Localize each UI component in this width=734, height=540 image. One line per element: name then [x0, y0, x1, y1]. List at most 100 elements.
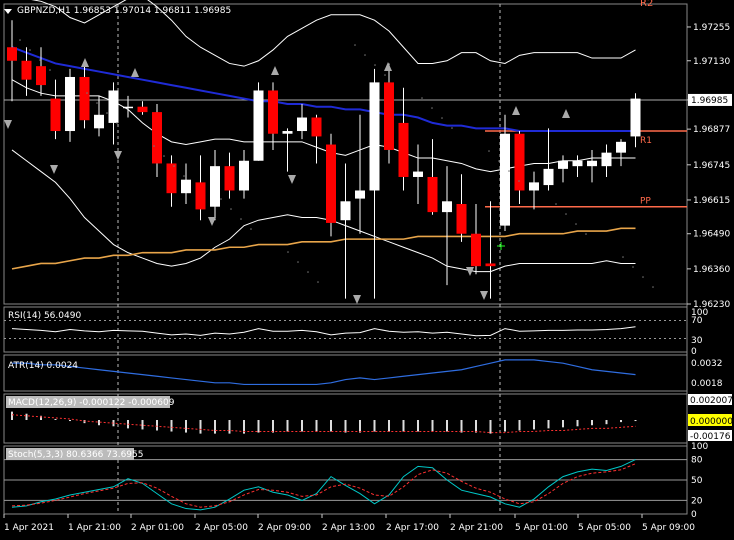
sar-dot — [585, 233, 587, 235]
rsi-line — [11, 326, 636, 337]
candle-body — [21, 60, 32, 80]
macd-histogram-bar — [170, 420, 173, 432]
time-tick-label: 2 Apr 13:00 — [322, 523, 375, 533]
sar-dot — [49, 69, 51, 71]
sar-dot — [354, 44, 356, 46]
macd-histogram-bar — [591, 420, 593, 426]
atr-axis-label: 0.0032 — [691, 359, 723, 369]
macd-histogram-bar — [475, 420, 477, 433]
current-price-tag — [688, 93, 732, 106]
fractal-down-arrow-icon — [208, 217, 216, 226]
sar-dot — [451, 127, 453, 129]
sar-dot — [153, 145, 155, 147]
macd-histogram-bar — [25, 413, 28, 420]
macd-histogram-bar — [533, 420, 535, 430]
macd-axis-tag-top — [688, 394, 732, 405]
candle-body — [152, 112, 162, 164]
candle-body — [630, 98, 641, 137]
candle-body — [471, 233, 481, 267]
sar-dot — [250, 228, 252, 230]
candle-body — [224, 166, 235, 191]
macd-signal-line — [11, 414, 636, 434]
bollinger-lower-line — [11, 149, 636, 273]
sar-dot — [642, 276, 644, 278]
macd-histogram-bar — [388, 420, 390, 432]
time-tick-label: 2 Apr 01:00 — [131, 523, 184, 533]
sar-dot — [183, 175, 185, 177]
macd-histogram-bar — [460, 420, 463, 433]
stoch-axis-label: 0 — [691, 510, 697, 520]
macd-histogram-bar — [98, 420, 100, 426]
macd-histogram-bar — [344, 420, 347, 433]
pivot-label-pp: PP — [640, 197, 651, 207]
candle-body — [384, 82, 394, 150]
sar-dot — [220, 198, 222, 200]
candle-body — [50, 98, 61, 132]
macd-histogram-bar — [605, 420, 608, 425]
candle-body — [239, 160, 249, 191]
price-tick-label: 1.96490 — [693, 230, 730, 240]
stoch-axis-label: 50 — [691, 476, 703, 486]
macd-histogram-bar — [518, 420, 521, 431]
macd-histogram-bar — [11, 411, 13, 420]
time-tick-label: 2 Apr 21:00 — [450, 523, 503, 533]
candle-body — [558, 160, 568, 169]
macd-histogram-bar — [373, 420, 376, 432]
macd-histogram-bar — [562, 420, 564, 428]
fractal-down-arrow-icon — [4, 120, 12, 129]
stoch-signal-line — [11, 463, 636, 508]
macd-axis-label: 0.000000 — [690, 417, 733, 427]
sar-dot — [508, 170, 510, 172]
candle-body — [601, 152, 612, 167]
macd-histogram-bar — [257, 420, 260, 433]
sar-dot — [488, 150, 490, 152]
time-tick-label: 1 Apr 21:00 — [68, 523, 121, 533]
macd-histogram-bar — [199, 420, 202, 434]
candle-body — [413, 171, 423, 177]
time-tick-label: 2 Apr 17:00 — [386, 523, 439, 533]
macd-histogram-bar — [301, 420, 303, 432]
macd-histogram-bar — [214, 420, 216, 434]
chart-ohlc: 1.96853 1.97014 1.96811 1.96985 — [73, 6, 232, 16]
sar-dot — [421, 97, 423, 99]
fractal-up-arrow-icon — [384, 62, 392, 71]
candle-body — [514, 133, 525, 191]
candle-body — [572, 160, 583, 167]
macd-histogram-bar — [40, 415, 42, 420]
macd-histogram-bar — [620, 420, 622, 423]
fractal-up-arrow-icon — [131, 68, 139, 77]
atr-axis-label: 0.0018 — [691, 379, 723, 389]
candle-body — [195, 182, 206, 210]
rsi-axis-label: 70 — [691, 316, 703, 326]
atr-line — [12, 359, 636, 386]
candle-body — [36, 66, 46, 86]
sar-dot — [575, 223, 577, 225]
candle-body — [398, 122, 409, 177]
sar-dot — [565, 213, 567, 215]
rsi-label: RSI(14) 56.0490 — [8, 311, 81, 321]
macd-label: MACD(12,26,9) -0.000122 -0.000609 — [8, 398, 175, 408]
chart-menu-arrow-icon[interactable] — [4, 8, 12, 14]
stoch-label-bg — [6, 448, 134, 460]
macd-axis-tag-bottom — [688, 430, 732, 441]
candle-body — [543, 168, 554, 186]
fractal-up-arrow-icon — [562, 109, 570, 118]
sar-dot — [555, 203, 557, 205]
fractal-down-arrow-icon — [466, 267, 474, 276]
sar-dot — [287, 251, 289, 253]
stoch-axis-label: 100 — [691, 442, 708, 452]
time-tick-label: 5 Apr 05:00 — [578, 523, 631, 533]
time-tick-label: 2 Apr 05:00 — [195, 523, 248, 533]
macd-histogram-bar — [330, 420, 332, 432]
price-tick-label: 1.96360 — [693, 265, 730, 275]
macd-axis-label: 0.002007 — [690, 396, 733, 406]
macd-histogram-bar — [141, 420, 144, 430]
candle-body — [500, 133, 510, 226]
macd-histogram-bar — [431, 420, 434, 432]
candle-body — [210, 166, 220, 207]
candle-body — [485, 263, 496, 267]
sar-dot — [622, 256, 624, 258]
stoch-main-line — [11, 459, 636, 511]
sar-dot — [19, 39, 21, 41]
